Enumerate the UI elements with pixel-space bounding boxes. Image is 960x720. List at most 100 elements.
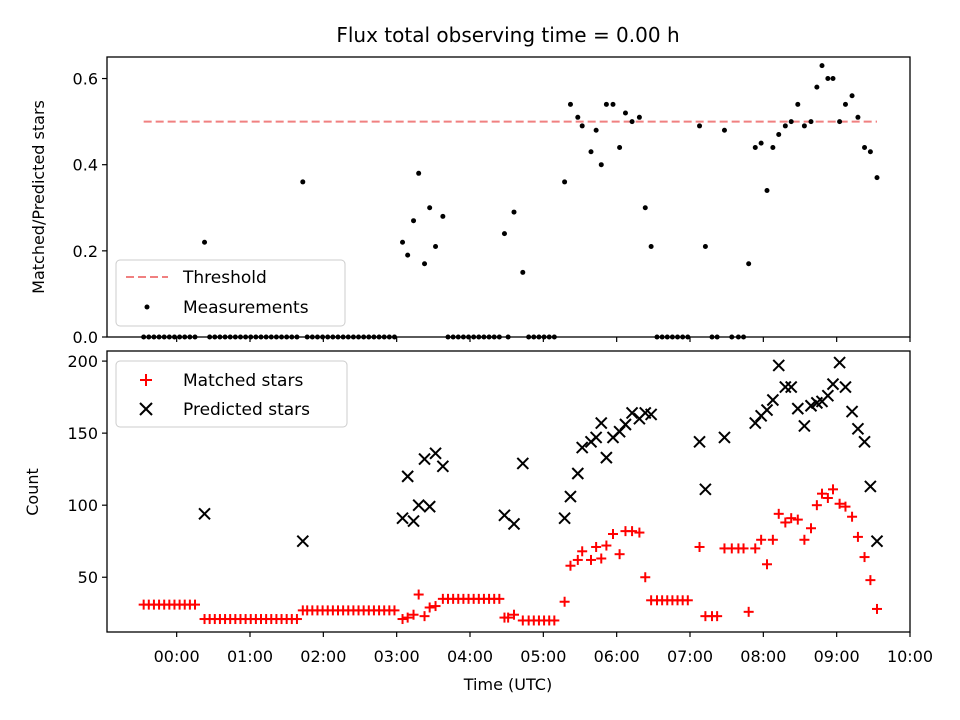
predicted-star-point xyxy=(412,498,425,512)
x-tick-label: 10:00 xyxy=(887,647,933,666)
legend-predicted-swatch xyxy=(139,402,153,416)
predicted-star-point xyxy=(396,511,409,525)
measurement-point xyxy=(758,140,764,146)
measurement-point xyxy=(795,101,801,107)
measurement-point xyxy=(366,334,372,340)
bottom-panel-y-ticks: 50 100 150 200 xyxy=(67,352,107,587)
measurement-point xyxy=(808,119,814,125)
measurement-point xyxy=(309,334,315,340)
matched-star-point xyxy=(549,615,560,626)
measurement-point xyxy=(212,334,218,340)
predicted-star-point xyxy=(839,380,852,394)
measurement-point xyxy=(433,244,439,250)
matched-star-point xyxy=(859,552,870,563)
predicted-star-point xyxy=(575,441,589,454)
matched-star-point xyxy=(408,609,419,620)
predicted-star-point xyxy=(407,514,420,528)
measurements-series xyxy=(141,63,880,340)
measurement-point xyxy=(764,188,770,194)
predicted-star-point xyxy=(858,435,871,448)
matched-star-point xyxy=(806,523,816,534)
measurement-point xyxy=(782,123,788,129)
measurement-point xyxy=(874,175,880,181)
legend-threshold-label: Threshold xyxy=(182,268,267,288)
matched-stars-series xyxy=(138,484,882,626)
measurement-point xyxy=(411,218,417,224)
measurement-point xyxy=(416,170,422,176)
measurement-point xyxy=(788,119,794,125)
measurement-point xyxy=(752,144,758,150)
measurement-point xyxy=(314,334,320,340)
measurement-point xyxy=(141,334,147,340)
predicted-star-point xyxy=(766,393,780,407)
measurement-point xyxy=(381,334,387,340)
measurement-point xyxy=(675,334,681,340)
measurement-point xyxy=(273,334,279,340)
measurement-point xyxy=(491,334,497,340)
measurement-point xyxy=(819,63,825,69)
x-tick-label: 01:00 xyxy=(227,647,273,666)
x-tick-label: 08:00 xyxy=(740,647,786,666)
measurement-point xyxy=(664,334,670,340)
x-axis-label: Time (UTC) xyxy=(463,675,552,694)
y-tick-label: 150 xyxy=(67,424,98,443)
measurement-point xyxy=(629,119,635,125)
measurement-point xyxy=(680,334,686,340)
matched-star-point xyxy=(773,508,784,519)
matched-star-point xyxy=(852,531,863,542)
measurement-point xyxy=(450,334,456,340)
matched-star-point xyxy=(634,527,645,538)
matched-star-point xyxy=(872,603,882,614)
measurement-point xyxy=(531,334,537,340)
matched-star-point xyxy=(834,498,845,509)
matched-star-point xyxy=(577,546,588,557)
measurement-point xyxy=(268,334,274,340)
matched-star-point xyxy=(817,488,827,499)
measurement-point xyxy=(746,261,752,267)
y-tick-label: 0.2 xyxy=(73,242,98,261)
y-tick-label: 50 xyxy=(78,568,98,587)
measurement-point xyxy=(770,144,776,150)
measurement-point xyxy=(227,334,233,340)
measurement-point xyxy=(222,334,228,340)
measurement-point xyxy=(335,334,341,340)
measurement-point xyxy=(258,334,264,340)
matched-star-point xyxy=(712,611,723,622)
measurement-point xyxy=(714,334,720,340)
legend-matched-label: Matched stars xyxy=(183,371,303,391)
matched-star-point xyxy=(559,596,570,607)
predicted-star-point xyxy=(595,416,608,430)
measurement-point xyxy=(729,334,735,340)
predicted-star-point xyxy=(779,380,792,394)
measurement-point xyxy=(685,334,691,340)
measurement-point xyxy=(289,334,295,340)
measurement-point xyxy=(496,334,502,340)
measurement-point xyxy=(177,334,183,340)
bottom-panel-y-label: Count xyxy=(23,468,42,516)
measurement-point xyxy=(825,76,831,82)
measurement-point xyxy=(593,127,599,133)
predicted-star-point xyxy=(507,517,521,531)
measurement-point xyxy=(391,334,397,340)
matched-star-point xyxy=(509,609,519,620)
predicted-star-point xyxy=(784,380,798,394)
predicted-star-point xyxy=(625,406,639,420)
measurement-point xyxy=(279,334,285,340)
measurement-point xyxy=(243,334,249,340)
bottom-panel-frame xyxy=(106,350,911,633)
matched-star-point xyxy=(694,541,705,552)
matched-star-point xyxy=(792,514,803,525)
matched-star-point xyxy=(419,611,430,622)
matched-star-point xyxy=(572,554,583,565)
predicted-star-point xyxy=(423,500,436,513)
predicted-star-point xyxy=(826,377,840,391)
y-tick-label: 0.0 xyxy=(73,328,98,347)
measurement-point xyxy=(166,334,172,340)
measurement-point xyxy=(345,334,351,340)
predicted-star-point xyxy=(833,356,846,369)
x-tick-label: 05:00 xyxy=(520,647,566,666)
measurement-point xyxy=(610,101,616,107)
predicted-star-point xyxy=(436,460,450,473)
measurement-point xyxy=(340,334,346,340)
measurement-point xyxy=(741,334,747,340)
